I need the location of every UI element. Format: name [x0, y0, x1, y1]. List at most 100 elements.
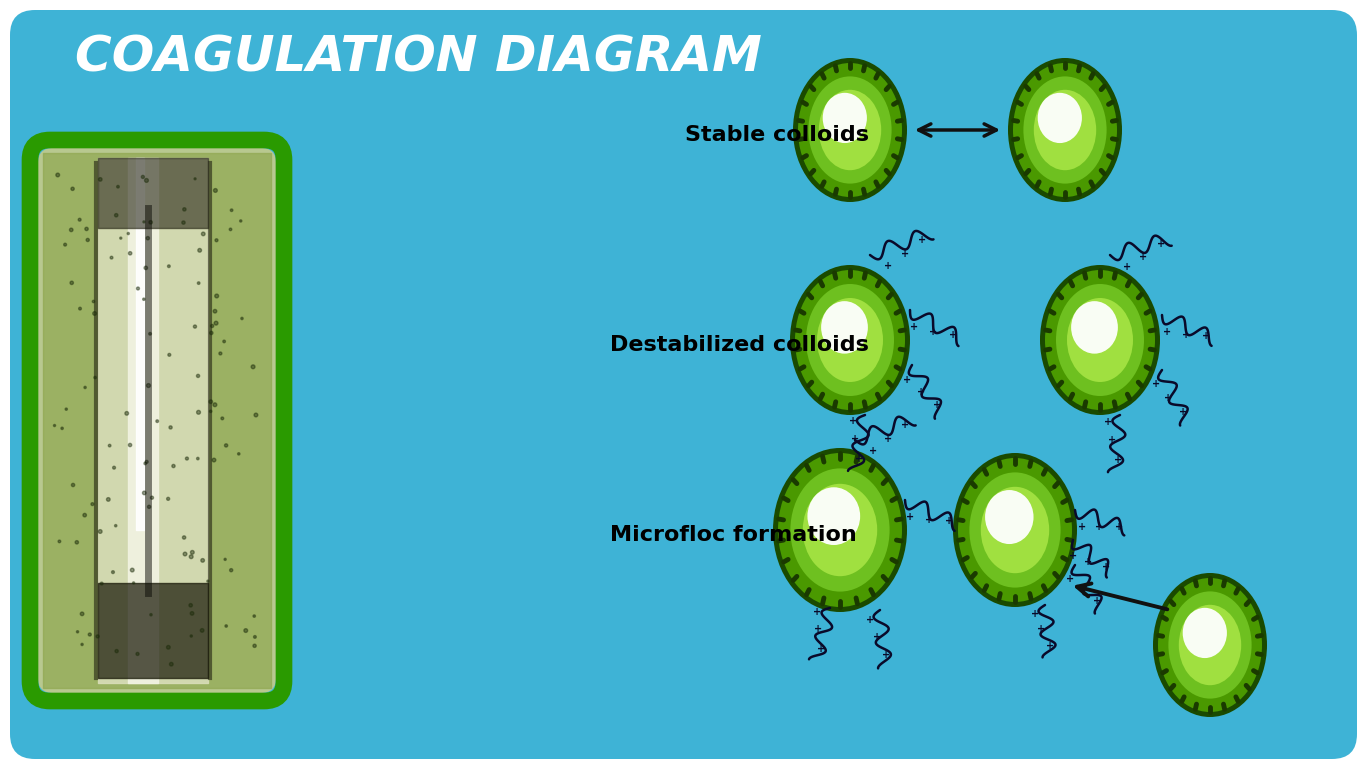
Point — [205, 317, 227, 329]
Ellipse shape — [790, 468, 890, 591]
FancyBboxPatch shape — [38, 148, 276, 693]
Text: +: + — [1031, 609, 1039, 619]
Point — [213, 335, 235, 348]
Point — [159, 260, 180, 272]
Text: +: + — [884, 261, 893, 271]
Point — [180, 608, 202, 620]
Ellipse shape — [1038, 93, 1081, 143]
Point — [134, 487, 156, 499]
Text: +: + — [1114, 521, 1122, 531]
Point — [200, 405, 221, 418]
Ellipse shape — [817, 298, 883, 382]
Point — [157, 493, 179, 505]
Text: +: + — [1077, 522, 1085, 532]
Point — [86, 631, 108, 643]
Ellipse shape — [1007, 58, 1122, 202]
Ellipse shape — [1055, 284, 1144, 396]
Point — [138, 379, 160, 391]
Ellipse shape — [980, 487, 1050, 573]
Text: +: + — [1163, 328, 1172, 338]
Ellipse shape — [1169, 591, 1252, 698]
Point — [135, 175, 157, 187]
Text: +: + — [1047, 641, 1054, 651]
Text: +: + — [849, 416, 857, 426]
Text: +: + — [919, 235, 927, 245]
Point — [220, 204, 242, 216]
Ellipse shape — [796, 270, 905, 410]
Point — [230, 215, 252, 227]
Point — [146, 415, 168, 428]
Text: +: + — [904, 375, 912, 385]
Point — [220, 564, 242, 576]
Text: +: + — [906, 512, 915, 522]
Point — [204, 454, 226, 466]
Point — [185, 173, 206, 185]
Ellipse shape — [823, 93, 867, 143]
Ellipse shape — [1182, 608, 1228, 658]
Point — [60, 224, 82, 236]
Point — [205, 234, 227, 246]
Point — [201, 320, 223, 332]
Point — [74, 381, 96, 394]
Ellipse shape — [986, 490, 1033, 544]
Point — [157, 641, 179, 654]
Point — [44, 419, 66, 431]
Point — [189, 244, 211, 256]
Text: +: + — [1066, 574, 1074, 584]
Text: +: + — [1095, 522, 1103, 532]
Ellipse shape — [802, 484, 878, 576]
Point — [133, 293, 154, 305]
Point — [119, 247, 141, 259]
Ellipse shape — [1040, 265, 1161, 415]
Ellipse shape — [1024, 76, 1107, 184]
Point — [193, 228, 215, 240]
Point — [243, 610, 265, 622]
Text: Stable colloids: Stable colloids — [685, 125, 869, 145]
Point — [138, 501, 160, 513]
Point — [231, 312, 253, 325]
Point — [118, 228, 139, 240]
Point — [127, 282, 149, 295]
Point — [191, 624, 213, 637]
Ellipse shape — [1178, 604, 1241, 685]
Text: +: + — [950, 330, 958, 340]
Point — [83, 308, 105, 320]
Point — [89, 525, 111, 538]
Point — [174, 548, 195, 560]
Point — [107, 181, 128, 193]
Point — [160, 658, 182, 671]
Point — [176, 452, 198, 464]
Point — [209, 348, 231, 360]
Text: +: + — [1165, 393, 1173, 403]
FancyBboxPatch shape — [10, 10, 1357, 759]
Point — [187, 370, 209, 382]
Ellipse shape — [1072, 301, 1118, 354]
Text: +: + — [1152, 379, 1161, 389]
Point — [187, 406, 209, 418]
Point — [67, 626, 89, 638]
Point — [197, 575, 219, 588]
Text: +: + — [884, 434, 893, 444]
Text: +: + — [1038, 624, 1046, 634]
Point — [185, 321, 206, 333]
Text: +: + — [869, 446, 876, 456]
Point — [139, 216, 161, 228]
Text: +: + — [917, 388, 925, 398]
Point — [215, 439, 236, 451]
Point — [180, 551, 202, 563]
Ellipse shape — [778, 453, 902, 607]
Point — [75, 223, 97, 235]
Text: +: + — [1139, 252, 1147, 262]
Point — [60, 277, 82, 289]
Ellipse shape — [807, 284, 894, 396]
Point — [46, 169, 68, 181]
Point — [127, 647, 149, 660]
Point — [205, 185, 227, 197]
Point — [77, 234, 98, 246]
Point — [82, 498, 104, 511]
Text: +: + — [928, 327, 936, 337]
Point — [180, 630, 202, 642]
Text: +: + — [1094, 596, 1102, 606]
Point — [133, 216, 154, 228]
Point — [201, 327, 223, 339]
